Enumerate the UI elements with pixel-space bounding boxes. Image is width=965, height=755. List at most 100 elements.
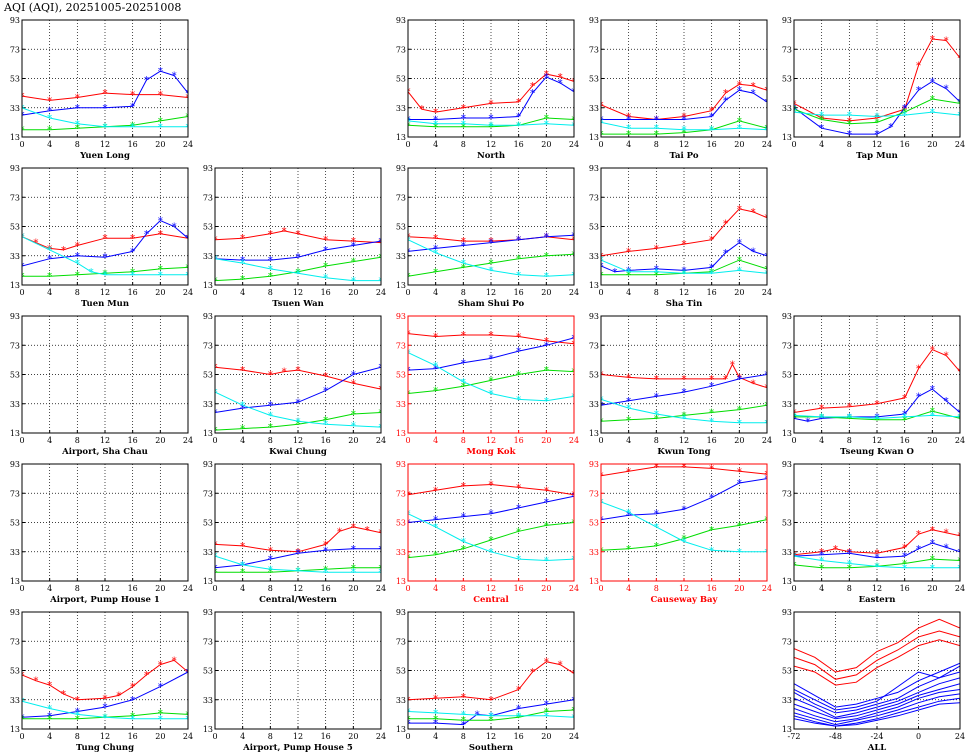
panel-title: Eastern: [859, 595, 896, 605]
data-point: *: [599, 395, 604, 406]
data-point: *: [516, 704, 521, 715]
y-tick-label: 33: [589, 400, 599, 409]
y-tick-label: 93: [10, 608, 20, 617]
data-point: *: [516, 235, 521, 246]
data-point: *: [268, 229, 273, 240]
data-point: *: [958, 414, 963, 425]
x-tick-label: -48: [829, 732, 842, 741]
x-tick-label: 8: [75, 288, 80, 297]
data-point: *: [682, 388, 687, 399]
data-point: *: [599, 498, 604, 509]
data-point: *: [958, 547, 963, 558]
data-point: *: [626, 130, 631, 141]
data-point: *: [958, 563, 963, 574]
data-point: *: [902, 103, 907, 114]
data-point: *: [682, 411, 687, 422]
y-tick-label: 33: [10, 104, 20, 113]
data-point: *: [654, 414, 659, 425]
y-tick-label: 53: [589, 519, 599, 528]
plot-frame: [600, 19, 768, 138]
data-point: *: [958, 54, 963, 65]
y-tick-label: 93: [782, 608, 792, 617]
y-tick-label: 33: [589, 548, 599, 557]
data-point: *: [47, 113, 52, 124]
data-point: *: [612, 267, 617, 278]
y-tick-label: 13: [589, 577, 599, 586]
y-tick-label: 33: [396, 252, 406, 261]
data-point: *: [489, 711, 494, 722]
series-group: [794, 618, 960, 727]
data-point: *: [433, 115, 438, 126]
data-point: *: [599, 370, 604, 381]
y-tick-label: 33: [782, 696, 792, 705]
data-point: *: [819, 404, 824, 415]
data-point: *: [406, 366, 411, 377]
y-tick-label: 53: [10, 75, 20, 84]
data-point: *: [930, 411, 935, 422]
x-tick-label: 20: [541, 732, 551, 741]
data-point: *: [433, 267, 438, 278]
data-point: *: [351, 370, 356, 381]
panel-title: Airport, Pump House 1: [49, 595, 160, 605]
data-point: *: [654, 522, 659, 533]
data-point: *: [765, 125, 770, 136]
data-point: *: [709, 106, 714, 117]
data-point: *: [737, 479, 742, 490]
data-point: *: [544, 657, 549, 668]
series-group: *********************************: [408, 70, 574, 133]
data-point: *: [902, 415, 907, 426]
data-point: *: [268, 264, 273, 275]
data-point: *: [461, 263, 466, 274]
data-point: *: [323, 245, 328, 256]
y-tick-label: 53: [10, 667, 20, 676]
data-point: *: [268, 565, 273, 576]
data-point: *: [682, 537, 687, 548]
x-tick-label: 8: [268, 584, 273, 593]
panel-title: Central: [473, 595, 509, 605]
x-tick-label: 4: [240, 584, 245, 593]
data-point: *: [544, 498, 549, 509]
data-point: *: [351, 568, 356, 579]
data-point: *: [654, 509, 659, 520]
y-tick-label: 93: [203, 608, 213, 617]
x-tick-label: 4: [47, 140, 52, 149]
data-point: *: [433, 108, 438, 119]
y-tick-label: 13: [10, 429, 20, 438]
x-tick-label: 20: [155, 288, 165, 297]
data-point: *: [20, 714, 25, 725]
data-point: *: [930, 345, 935, 356]
data-point: *: [144, 75, 149, 86]
x-tick-label: 24: [569, 732, 579, 741]
y-tick-label: 73: [10, 489, 20, 498]
data-point: *: [875, 112, 880, 123]
x-tick-label: 0: [19, 140, 24, 149]
data-point: *: [433, 364, 438, 375]
data-point: *: [516, 527, 521, 538]
y-tick-label: 53: [10, 519, 20, 528]
series-line-blue: [794, 689, 960, 723]
data-point: *: [406, 247, 411, 258]
data-point: *: [572, 555, 577, 566]
x-tick-label: 24: [569, 288, 579, 297]
y-tick-label: 73: [203, 637, 213, 646]
data-point: *: [916, 364, 921, 375]
data-point: *: [765, 470, 770, 481]
data-point: *: [944, 36, 949, 47]
data-point: *: [847, 130, 852, 141]
data-point: *: [379, 568, 384, 579]
panel-title: Tsuen Wan: [272, 299, 324, 309]
data-point: *: [654, 267, 659, 278]
x-tick-label: 12: [679, 436, 689, 445]
x-tick-label: 12: [486, 288, 496, 297]
data-point: *: [365, 525, 370, 536]
data-point: *: [323, 371, 328, 382]
y-tick-label: 13: [10, 577, 20, 586]
data-point: *: [572, 695, 577, 706]
x-tick-label: 16: [514, 140, 524, 149]
x-tick-label: 16: [707, 436, 717, 445]
series-line-blue: [22, 220, 188, 267]
